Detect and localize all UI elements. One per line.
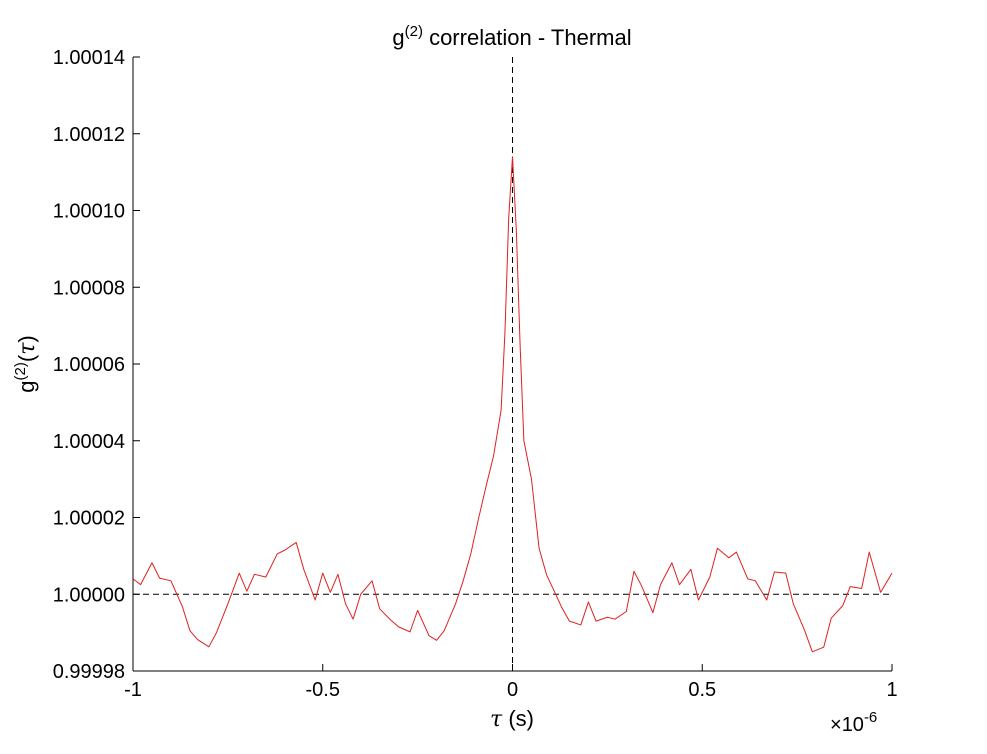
- y-tick-label: 1.00014: [53, 47, 125, 69]
- y-tick-label: 1.00000: [53, 584, 125, 606]
- y-tick-label: 1.00004: [53, 431, 125, 453]
- x-axis-label: τ (s): [490, 706, 534, 732]
- x-tick-label: 0.5: [688, 679, 716, 701]
- y-axis-label: g(2)(τ): [12, 335, 40, 392]
- y-tick-label: 0.99998: [53, 661, 125, 683]
- y-tick-label: 1.00006: [53, 354, 125, 376]
- y-tick-label: 1.00012: [53, 124, 125, 146]
- series-group: [132, 156, 893, 653]
- x-tick-label: 1: [886, 679, 897, 701]
- x-tick-label: 0: [507, 679, 518, 701]
- y-tick-label: 1.00008: [53, 277, 125, 299]
- y-tick-label: 1.00010: [53, 201, 125, 223]
- chart-title: g(2) correlation - Thermal: [392, 23, 631, 50]
- x-tick-label: -0.5: [306, 679, 340, 701]
- y-tick-label: 1.00002: [53, 508, 125, 530]
- series-line: [132, 156, 893, 653]
- x-tick-label: -1: [124, 679, 142, 701]
- axis-ticks: -1 -0.5 0 0.5 1 0.99998 1.00000 1.00002 1.00004 1…: [53, 47, 898, 701]
- x-axis-multiplier: ×10-6: [830, 709, 877, 736]
